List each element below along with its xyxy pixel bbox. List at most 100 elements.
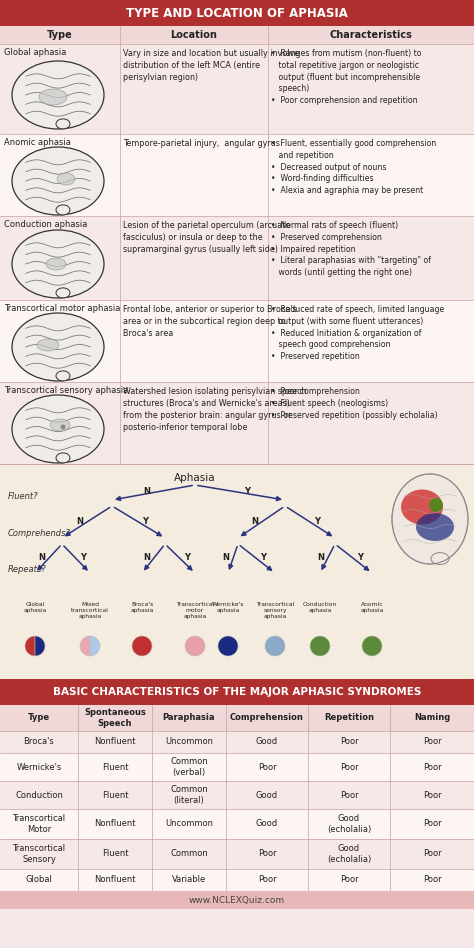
Text: Repetition: Repetition (324, 714, 374, 722)
Text: Poor: Poor (258, 849, 276, 859)
Bar (0, 216, 474, 300)
Text: Good: Good (256, 791, 278, 799)
Text: Transcortical
Motor: Transcortical Motor (12, 814, 65, 834)
Text: Conduction
aphasia: Conduction aphasia (303, 602, 337, 613)
Bar (0, 731, 474, 753)
Text: Transcortical motor aphasia: Transcortical motor aphasia (4, 304, 120, 313)
Bar (0, 753, 474, 781)
Text: N: N (317, 553, 324, 562)
Ellipse shape (431, 553, 449, 565)
Text: Poor: Poor (258, 762, 276, 772)
Text: Transcortical
sensory
aphasia: Transcortical sensory aphasia (256, 602, 294, 619)
Ellipse shape (56, 371, 70, 381)
Bar (0, 26, 474, 44)
Text: Repeats?: Repeats? (8, 564, 47, 574)
Text: Poor: Poor (258, 876, 276, 884)
Text: Naming: Naming (414, 714, 450, 722)
Text: Y: Y (184, 553, 190, 562)
Text: Poor: Poor (340, 762, 358, 772)
Ellipse shape (50, 419, 70, 431)
Ellipse shape (12, 395, 104, 463)
Text: Comprehension: Comprehension (230, 714, 304, 722)
Text: Fluent: Fluent (102, 762, 128, 772)
Text: Y: Y (143, 517, 148, 525)
Text: Transcortical
motor
aphasia: Transcortical motor aphasia (176, 602, 214, 619)
Text: Location: Location (171, 30, 218, 40)
Ellipse shape (12, 313, 104, 381)
Ellipse shape (61, 425, 65, 429)
Text: N: N (38, 553, 45, 562)
Text: Common: Common (170, 849, 208, 859)
Text: Characteristics: Characteristics (329, 30, 412, 40)
Text: Nonfluent: Nonfluent (94, 876, 136, 884)
Ellipse shape (416, 513, 454, 541)
Text: Broca's: Broca's (24, 738, 55, 746)
Text: N: N (76, 517, 83, 525)
Text: Nonfluent: Nonfluent (94, 819, 136, 829)
Wedge shape (25, 636, 35, 656)
Text: Aphasia: Aphasia (174, 473, 216, 483)
Text: Conduction: Conduction (15, 791, 63, 799)
Text: N: N (251, 517, 258, 525)
Ellipse shape (56, 453, 70, 463)
Text: Y: Y (357, 553, 364, 562)
Bar (0, 869, 474, 891)
Text: Frontal lobe, anterior or superior to Broca's
area or in the subcortical region : Frontal lobe, anterior or superior to Br… (123, 305, 297, 338)
Bar (0, 839, 474, 869)
Text: Y: Y (314, 517, 320, 525)
Text: N: N (143, 553, 150, 562)
Text: Common
(literal): Common (literal) (170, 785, 208, 805)
Ellipse shape (12, 147, 104, 215)
Text: Y: Y (244, 487, 250, 496)
Text: •  Fluent, essentially good comprehension
   and repetition
•  Decreased output : • Fluent, essentially good comprehension… (271, 139, 436, 195)
Text: •  Reduced rate of speech, limited language
   output (with some fluent utteranc: • Reduced rate of speech, limited langua… (271, 305, 444, 361)
Ellipse shape (56, 118, 70, 129)
Bar (0, 679, 474, 705)
Text: Poor: Poor (423, 819, 441, 829)
Ellipse shape (37, 339, 59, 351)
Ellipse shape (362, 636, 382, 656)
Text: Global
aphasia: Global aphasia (23, 602, 46, 613)
Bar (0, 382, 474, 464)
Text: BASIC CHARACTERISTICS OF THE MAJOR APHASIC SYNDROMES: BASIC CHARACTERISTICS OF THE MAJOR APHAS… (53, 687, 421, 697)
Text: Good
(echolalia): Good (echolalia) (327, 844, 371, 864)
Wedge shape (90, 636, 100, 656)
Ellipse shape (132, 636, 152, 656)
Text: Spontaneous
Speech: Spontaneous Speech (84, 708, 146, 728)
Text: Anomic
aphasia: Anomic aphasia (360, 602, 383, 613)
Text: Poor: Poor (340, 876, 358, 884)
Text: Poor: Poor (423, 876, 441, 884)
Text: Vary in size and location but usually involve
distribution of the left MCA (enti: Vary in size and location but usually in… (123, 49, 299, 82)
Bar (0, 809, 474, 839)
Text: Broca's
aphasia: Broca's aphasia (130, 602, 154, 613)
Text: Good
(echolalia): Good (echolalia) (327, 814, 371, 834)
Ellipse shape (429, 498, 443, 512)
Text: Type: Type (28, 714, 50, 722)
Bar (0, 0, 474, 26)
Text: Good: Good (256, 819, 278, 829)
Text: Wernicke's: Wernicke's (17, 762, 62, 772)
Ellipse shape (12, 230, 104, 298)
Bar (0, 891, 474, 909)
Bar (0, 464, 474, 679)
Text: Conduction aphasia: Conduction aphasia (4, 220, 87, 229)
Text: Fluent: Fluent (102, 849, 128, 859)
Wedge shape (35, 636, 45, 656)
Ellipse shape (310, 636, 330, 656)
Ellipse shape (56, 205, 70, 215)
Text: Y: Y (261, 553, 266, 562)
Text: Uncommon: Uncommon (165, 738, 213, 746)
Text: Poor: Poor (423, 849, 441, 859)
Text: •  Normal rats of speech (fluent)
•  Preserved comprehension
•  Impaired repetit: • Normal rats of speech (fluent) • Prese… (271, 221, 431, 277)
Text: Mixed
transcortical
aphasia: Mixed transcortical aphasia (71, 602, 109, 619)
Bar (0, 300, 474, 382)
Text: Transcortical sensory aphasia: Transcortical sensory aphasia (4, 386, 128, 395)
Ellipse shape (265, 636, 285, 656)
Text: Good: Good (256, 738, 278, 746)
Text: Poor: Poor (423, 762, 441, 772)
Text: Transcortical
Sensory: Transcortical Sensory (12, 844, 65, 864)
Bar (0, 705, 474, 731)
Text: Watershed lesion isolating perisylvian speech
structures (Broca's and Wernicke's: Watershed lesion isolating perisylvian s… (123, 387, 307, 432)
Text: TYPE AND LOCATION OF APHASIA: TYPE AND LOCATION OF APHASIA (126, 7, 348, 20)
Ellipse shape (185, 636, 205, 656)
